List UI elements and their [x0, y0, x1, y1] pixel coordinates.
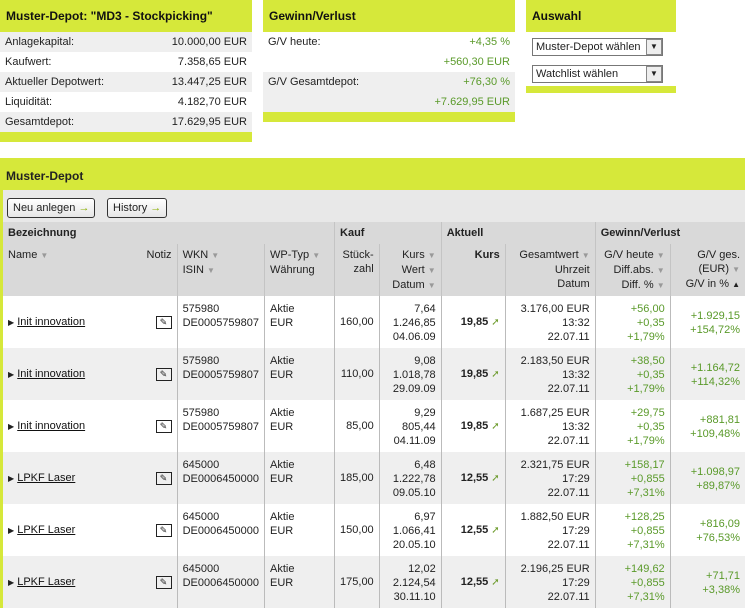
- gv-ges-label: G/V Gesamtdepot:: [268, 72, 359, 92]
- sort-wkn[interactable]: WKN ▼ISIN ▼: [177, 244, 264, 296]
- trend-up-icon: ➚: [491, 369, 499, 380]
- stock-link[interactable]: LPKF Laser: [17, 472, 75, 484]
- note-icon[interactable]: ✎: [156, 524, 172, 537]
- group-gv: Gewinn/Verlust: [595, 222, 745, 244]
- group-aktuell: Aktuell: [441, 222, 595, 244]
- gv-heute-label: G/V heute:: [268, 32, 321, 52]
- gv-heute-pct: +4,35 %: [469, 32, 510, 52]
- sort-wptyp[interactable]: WP-Typ ▼Währung: [265, 244, 335, 296]
- col-stueck: Stück-zahl: [335, 244, 380, 296]
- auswahl-title: Auswahl: [526, 0, 676, 32]
- note-icon[interactable]: ✎: [156, 368, 172, 381]
- new-button[interactable]: Neu anlegen →: [7, 198, 95, 218]
- summary-title: Muster-Depot: "MD3 - Stockpicking": [0, 0, 252, 32]
- auswahl-panel: Auswahl Muster-Depot wählen▼ Watchlist w…: [526, 0, 676, 93]
- note-icon[interactable]: ✎: [156, 316, 172, 329]
- group-bezeichnung: Bezeichnung: [2, 222, 335, 244]
- watchlist-select[interactable]: Watchlist wählen▼: [532, 65, 663, 83]
- depot-select[interactable]: Muster-Depot wählen▼: [532, 38, 663, 56]
- col-akurs: Kurs: [441, 244, 505, 296]
- section-title: Muster-Depot: [0, 158, 745, 190]
- trend-up-icon: ➚: [491, 317, 499, 328]
- trend-up-icon: ➚: [491, 421, 499, 432]
- summary-row: Aktueller Depotwert:13.447,25 EUR: [0, 72, 252, 92]
- trend-up-icon: ➚: [491, 473, 499, 484]
- expand-icon[interactable]: ▶: [8, 370, 14, 379]
- summary-panel: Muster-Depot: "MD3 - Stockpicking" Anlag…: [0, 0, 252, 142]
- history-button[interactable]: History →: [107, 198, 167, 218]
- gv-ges-abs: +7.629,95 EUR: [434, 92, 510, 112]
- note-icon[interactable]: ✎: [156, 420, 172, 433]
- gv-panel: Gewinn/Verlust G/V heute: +4,35 % +560,30…: [263, 0, 515, 122]
- stock-link[interactable]: Init innovation: [17, 316, 85, 328]
- group-kauf: Kauf: [335, 222, 442, 244]
- sort-kurs[interactable]: Kurs ▼Wert ▼Datum ▼: [379, 244, 441, 296]
- gv-heute-abs: +560,30 EUR: [444, 52, 510, 72]
- stock-link[interactable]: LPKF Laser: [17, 576, 75, 588]
- sort-gvheute[interactable]: G/V heute ▼Diff.abs. ▼Diff. % ▼: [595, 244, 670, 296]
- col-notiz: Notiz: [142, 244, 178, 296]
- expand-icon[interactable]: ▶: [8, 318, 14, 327]
- expand-icon[interactable]: ▶: [8, 578, 14, 587]
- expand-icon[interactable]: ▶: [8, 474, 14, 483]
- sort-name[interactable]: Name ▼: [2, 244, 142, 296]
- trend-up-icon: ➚: [491, 577, 499, 588]
- expand-icon[interactable]: ▶: [8, 422, 14, 431]
- arrow-right-icon: →: [78, 202, 89, 214]
- gv-title: Gewinn/Verlust: [263, 0, 515, 32]
- chevron-down-icon: ▼: [646, 66, 662, 82]
- sort-gvges[interactable]: G/V ges.(EUR) ▼G/V in % ▲: [670, 244, 745, 296]
- note-icon[interactable]: ✎: [156, 576, 172, 589]
- summary-row: Anlagekapital:10.000,00 EUR: [0, 32, 252, 52]
- summary-row: Kaufwert:7.358,65 EUR: [0, 52, 252, 72]
- stock-link[interactable]: Init innovation: [17, 368, 85, 380]
- expand-icon[interactable]: ▶: [8, 526, 14, 535]
- summary-row: Gesamtdepot:17.629,95 EUR: [0, 112, 252, 132]
- trend-up-icon: ➚: [491, 525, 499, 536]
- summary-row: Liquidität:4.182,70 EUR: [0, 92, 252, 112]
- gv-ges-pct: +76,30 %: [463, 72, 510, 92]
- chevron-down-icon: ▼: [646, 39, 662, 55]
- stock-link[interactable]: Init innovation: [17, 420, 85, 432]
- arrow-right-icon: →: [150, 202, 161, 214]
- toolbar: Neu anlegen → History →: [0, 190, 745, 222]
- stock-link[interactable]: LPKF Laser: [17, 524, 75, 536]
- note-icon[interactable]: ✎: [156, 472, 172, 485]
